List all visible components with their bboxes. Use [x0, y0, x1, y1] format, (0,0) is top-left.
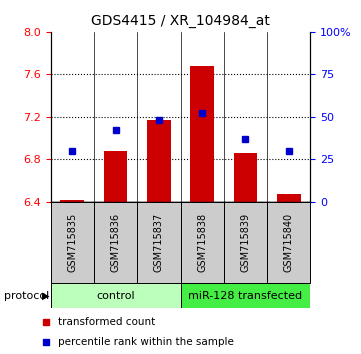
Text: GSM715836: GSM715836: [110, 213, 121, 272]
Bar: [180, 283, 310, 308]
Text: protocol: protocol: [4, 291, 49, 301]
Text: GSM715840: GSM715840: [284, 213, 294, 272]
Text: percentile rank within the sample: percentile rank within the sample: [58, 337, 234, 347]
Text: miR-128 transfected: miR-128 transfected: [188, 291, 303, 301]
Bar: [51, 202, 94, 283]
Bar: [277, 194, 301, 202]
Bar: [104, 151, 127, 202]
Bar: [224, 202, 267, 283]
Bar: [147, 120, 171, 202]
Bar: [180, 202, 224, 283]
Text: transformed count: transformed count: [58, 318, 156, 327]
Bar: [51, 283, 180, 308]
Bar: [137, 202, 180, 283]
Bar: [60, 200, 84, 202]
Title: GDS4415 / XR_104984_at: GDS4415 / XR_104984_at: [91, 14, 270, 28]
Text: GSM715839: GSM715839: [240, 213, 251, 272]
Bar: [267, 202, 310, 283]
Text: ▶: ▶: [42, 291, 49, 301]
Text: control: control: [96, 291, 135, 301]
Bar: [234, 153, 257, 202]
Text: GSM715835: GSM715835: [67, 213, 77, 272]
Text: GSM715838: GSM715838: [197, 213, 207, 272]
Bar: [190, 66, 214, 202]
Text: GSM715837: GSM715837: [154, 213, 164, 272]
Bar: [94, 202, 137, 283]
